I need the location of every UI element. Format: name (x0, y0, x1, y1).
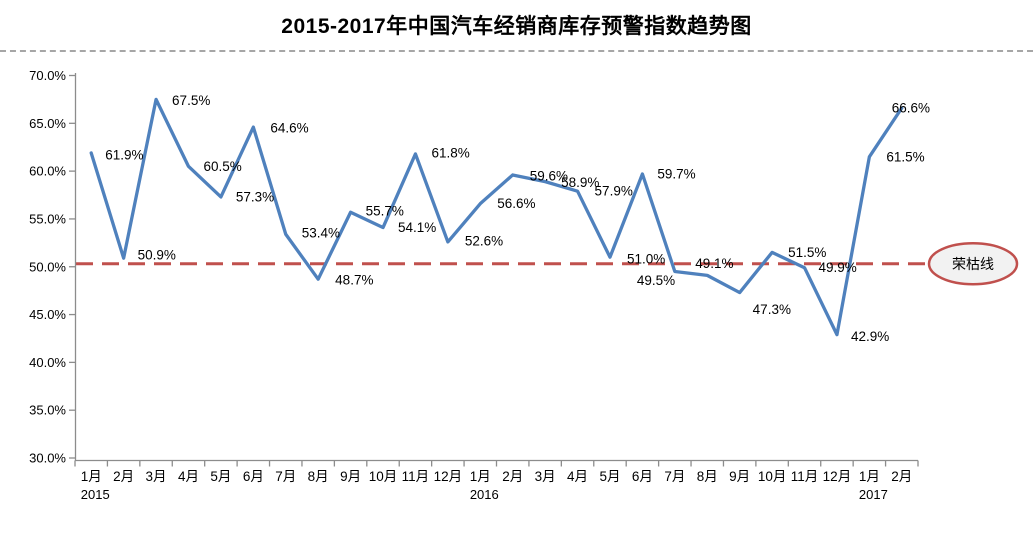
data-label: 59.6% (530, 168, 568, 183)
x-axis-label: 12月 (434, 469, 463, 484)
data-label: 57.9% (595, 184, 633, 199)
data-label: 57.3% (236, 189, 274, 204)
x-axis-label: 1月 (859, 469, 880, 484)
year-label: 2015 (81, 487, 110, 502)
data-label: 47.3% (753, 302, 791, 317)
x-axis-label: 12月 (823, 469, 852, 484)
y-axis-label: 55.0% (29, 211, 66, 226)
data-label: 49.5% (637, 273, 675, 288)
data-label: 48.7% (335, 273, 373, 288)
x-axis-label: 10月 (758, 469, 787, 484)
x-axis-label: 6月 (243, 469, 264, 484)
data-label: 49.1% (695, 256, 733, 271)
data-label: 61.5% (886, 149, 924, 164)
y-axis-label: 40.0% (29, 355, 66, 370)
year-label: 2016 (470, 487, 499, 502)
title-separator (0, 50, 1033, 52)
x-axis-label: 5月 (599, 469, 620, 484)
x-axis-label: 3月 (146, 469, 167, 484)
data-label: 67.5% (172, 93, 210, 108)
data-label: 52.6% (465, 233, 503, 248)
data-label: 51.0% (627, 252, 665, 267)
data-label: 53.4% (302, 226, 340, 241)
data-label: 42.9% (851, 329, 889, 344)
y-axis-label: 35.0% (29, 403, 66, 418)
data-label: 50.9% (138, 248, 176, 263)
data-label: 51.5% (788, 245, 826, 260)
x-axis-label: 6月 (632, 469, 653, 484)
y-axis-label: 65.0% (29, 116, 66, 131)
annotation-label: 荣枯线 (952, 256, 994, 272)
x-axis-label: 11月 (791, 469, 819, 484)
y-axis-label: 60.0% (29, 164, 66, 179)
x-axis-label: 2月 (502, 469, 523, 484)
trend-line (89, 97, 904, 337)
chart-title: 2015-2017年中国汽车经销商库存预警指数趋势图 (281, 15, 752, 38)
x-axis-label: 8月 (697, 469, 718, 484)
data-label: 49.9% (819, 260, 857, 275)
x-axis-label: 8月 (308, 469, 329, 484)
annotation-ellipse (927, 242, 1019, 286)
x-axis-label: 2月 (891, 469, 912, 484)
y-axis-label: 45.0% (29, 307, 66, 322)
x-axis-label: 5月 (210, 469, 231, 484)
x-axis-label: 2月 (113, 469, 134, 484)
x-axis-label: 9月 (729, 469, 750, 484)
year-label: 2017 (859, 487, 888, 502)
data-label: 64.6% (270, 121, 308, 136)
x-axis-label: 11月 (402, 469, 430, 484)
x-axis-label: 7月 (664, 469, 685, 484)
y-axis-label: 70.0% (29, 68, 66, 83)
data-label: 61.8% (431, 145, 469, 160)
x-axis-label: 4月 (178, 469, 199, 484)
x-axis-label: 3月 (535, 469, 556, 484)
data-label: 60.5% (203, 159, 241, 174)
data-label: 66.6% (892, 101, 930, 116)
y-axis-label: 30.0% (29, 451, 66, 466)
x-axis-label: 10月 (369, 469, 398, 484)
data-label: 55.7% (366, 204, 404, 219)
x-axis-label: 9月 (340, 469, 361, 484)
data-label: 54.1% (398, 220, 436, 235)
y-axis-label: 50.0% (29, 259, 66, 274)
x-axis-label: 1月 (470, 469, 491, 484)
x-axis-label: 4月 (567, 469, 588, 484)
data-label: 59.7% (657, 166, 695, 181)
data-label: 58.9% (561, 175, 599, 190)
data-label: 61.9% (105, 147, 143, 162)
data-label: 56.6% (497, 196, 535, 211)
x-axis-label: 7月 (275, 469, 296, 484)
x-axis-label: 1月 (81, 469, 102, 484)
